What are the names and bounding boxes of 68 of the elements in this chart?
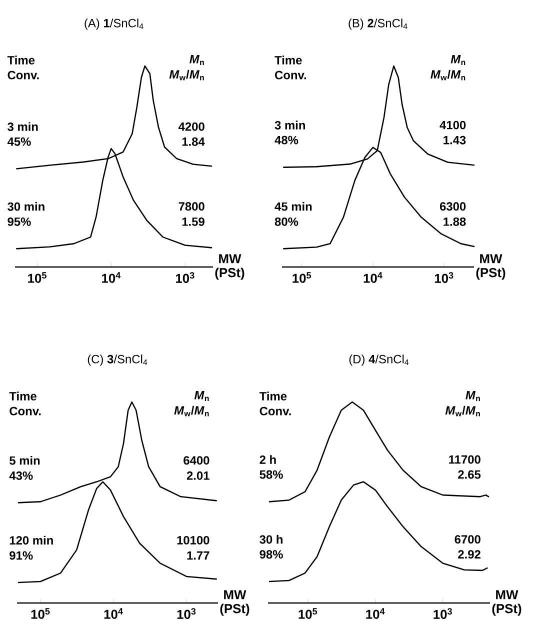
text: Time <box>259 392 287 400</box>
annotation: 30 min <box>8 202 44 211</box>
annotation: 30 h <box>260 534 282 544</box>
annotation: 2.92 <box>458 550 480 559</box>
x-tick-label: 10$^{3}$ <box>434 608 452 619</box>
annotation: 48% <box>274 136 298 144</box>
annotation: 7800 <box>178 202 204 211</box>
annotation: 1.84 <box>182 137 205 146</box>
annotation: M$_{w}$/M$_{n}$ <box>169 70 204 80</box>
annotation: 95% <box>8 217 31 226</box>
annotation: 2.65 <box>458 470 481 479</box>
x-tick-label: 10$^{5}$ <box>298 608 318 619</box>
annotation: 45 min <box>274 202 312 211</box>
text: M$_{n}$ <box>466 391 480 402</box>
text: M$_{n}$ <box>190 55 204 66</box>
annotation: 1.43 <box>444 136 466 144</box>
text: Time <box>9 392 36 400</box>
chart-title: (D) 4/SnCl$_{4}$ <box>349 354 409 366</box>
annotation: Conv. <box>275 70 306 80</box>
chart-title: (A) 1/SnCl$_{4}$ <box>84 18 144 30</box>
text: M$_{n}$ <box>194 391 209 402</box>
annotation: 120 min <box>10 536 53 545</box>
annotation: Conv. <box>8 70 39 80</box>
x-tick-label: 10$^{3}$ <box>177 608 196 619</box>
annotation: 98% <box>260 550 283 559</box>
x-tick-label: 10$^{5}$ <box>28 272 46 283</box>
annotation: 1.88 <box>444 217 466 226</box>
annotation: 6400 <box>184 456 210 465</box>
x-tick-label: 10$^{3}$ <box>434 272 454 283</box>
annotation: 11700 <box>449 455 480 464</box>
annotation: 4200 <box>178 122 204 131</box>
annotation: 3 min <box>8 122 38 132</box>
annotation: 1.77 <box>187 551 210 560</box>
x-axis-title: MW (PSt) <box>220 590 250 616</box>
chart-title: (B) 2/SnCl$_{4}$ <box>348 18 408 30</box>
x-tick-label: 10$^{4}$ <box>104 608 123 619</box>
x-tick-label: 10$^{4}$ <box>364 272 382 283</box>
text: Time <box>7 56 35 64</box>
annotation: M$_{w}$/M$_{n}$ <box>430 70 466 80</box>
x-tick-label: 10$^{5}$ <box>31 608 50 619</box>
text: M$_{n}$ <box>450 55 466 66</box>
annotation: 1.59 <box>182 217 204 226</box>
annotation: M$_{w}$/M$_{n}$ <box>445 406 480 416</box>
x-axis-title: MW (PSt) <box>492 590 522 616</box>
x-tick-label: 10$^{3}$ <box>176 272 194 283</box>
annotation: 10100 <box>177 536 210 544</box>
text: Time <box>274 56 302 64</box>
x-axis-title: MW (PSt) <box>476 254 506 280</box>
annotation: 6700 <box>454 535 480 544</box>
annotation: M$_{w}$/M$_{n}$ <box>174 406 209 416</box>
x-tick-label: 10$^{4}$ <box>102 272 121 283</box>
chart-title: (C) 3/SnCl$_{4}$ <box>88 354 148 366</box>
annotation: 5 min <box>10 456 40 465</box>
annotation: 2.01 <box>186 471 210 480</box>
annotation: 4100 <box>440 120 466 130</box>
annotation: 91% <box>10 551 33 560</box>
x-tick-label: 10$^{5}$ <box>292 272 312 283</box>
annotation: Conv. <box>260 406 291 416</box>
annotation: 43% <box>9 471 33 480</box>
annotation: 2 h <box>260 455 276 464</box>
annotation: 80% <box>274 217 298 226</box>
x-axis-title: MW (PSt) <box>215 254 244 280</box>
annotation: Conv. <box>10 406 41 416</box>
annotation: 6300 <box>440 202 466 211</box>
annotation: 58% <box>260 470 283 479</box>
x-tick-label: 10$^{4}$ <box>366 608 385 619</box>
annotation: 3 min <box>274 120 305 130</box>
annotation: 45% <box>7 137 31 146</box>
